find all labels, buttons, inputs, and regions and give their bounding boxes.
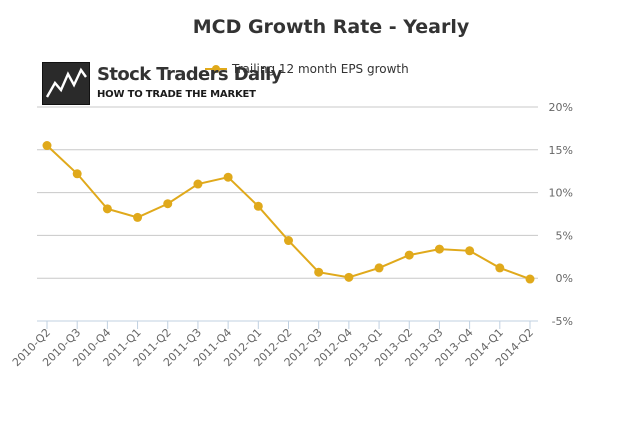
series-line — [46, 144, 531, 280]
logo-line-glyph — [45, 67, 87, 98]
data-point[interactable] — [374, 263, 384, 273]
chart-logo-icon — [42, 62, 90, 105]
data-point[interactable] — [404, 250, 414, 260]
logo-tagline: HOW TO TRADE THE MARKET — [97, 89, 256, 100]
chart-title: MCD Growth Rate - Yearly — [193, 16, 470, 38]
data-point[interactable] — [284, 236, 293, 246]
y-tick-label: 0% — [556, 272, 573, 285]
data-point[interactable] — [434, 244, 444, 254]
x-axis: 2010-Q22010-Q32010-Q42011-Q12011-Q22011-… — [10, 320, 538, 369]
legend[interactable]: Trailing 12 month EPS growth — [205, 62, 409, 76]
gridlines — [37, 106, 538, 322]
data-point[interactable] — [72, 169, 82, 179]
y-tick-label: 5% — [556, 229, 573, 242]
data-point[interactable] — [102, 204, 112, 214]
stock-traders-daily-logo: Stock Traders Daily HOW TO TRADE THE MAR… — [42, 62, 282, 106]
data-point[interactable] — [314, 267, 324, 277]
legend-label: Trailing 12 month EPS growth — [231, 62, 409, 76]
data-point[interactable] — [163, 199, 173, 209]
data-point[interactable] — [133, 212, 143, 222]
data-point[interactable] — [465, 246, 475, 256]
y-tick-label: 10% — [549, 187, 573, 200]
data-point[interactable] — [42, 141, 52, 151]
y-tick-label: 20% — [549, 101, 573, 114]
data-point[interactable] — [344, 272, 354, 282]
data-point[interactable] — [495, 263, 505, 273]
data-point[interactable] — [253, 201, 263, 211]
data-point[interactable] — [223, 172, 233, 182]
data-point[interactable] — [525, 274, 535, 284]
logo-name: Stock Traders Daily — [97, 64, 282, 85]
y-axis-labels: -5% 0% 5% 10% 15% 20% — [549, 101, 573, 328]
y-tick-label: -5% — [552, 315, 573, 328]
legend-dot-marker — [212, 65, 220, 73]
series-group — [42, 141, 535, 284]
data-point[interactable] — [193, 179, 203, 189]
y-tick-label: 15% — [549, 144, 573, 157]
